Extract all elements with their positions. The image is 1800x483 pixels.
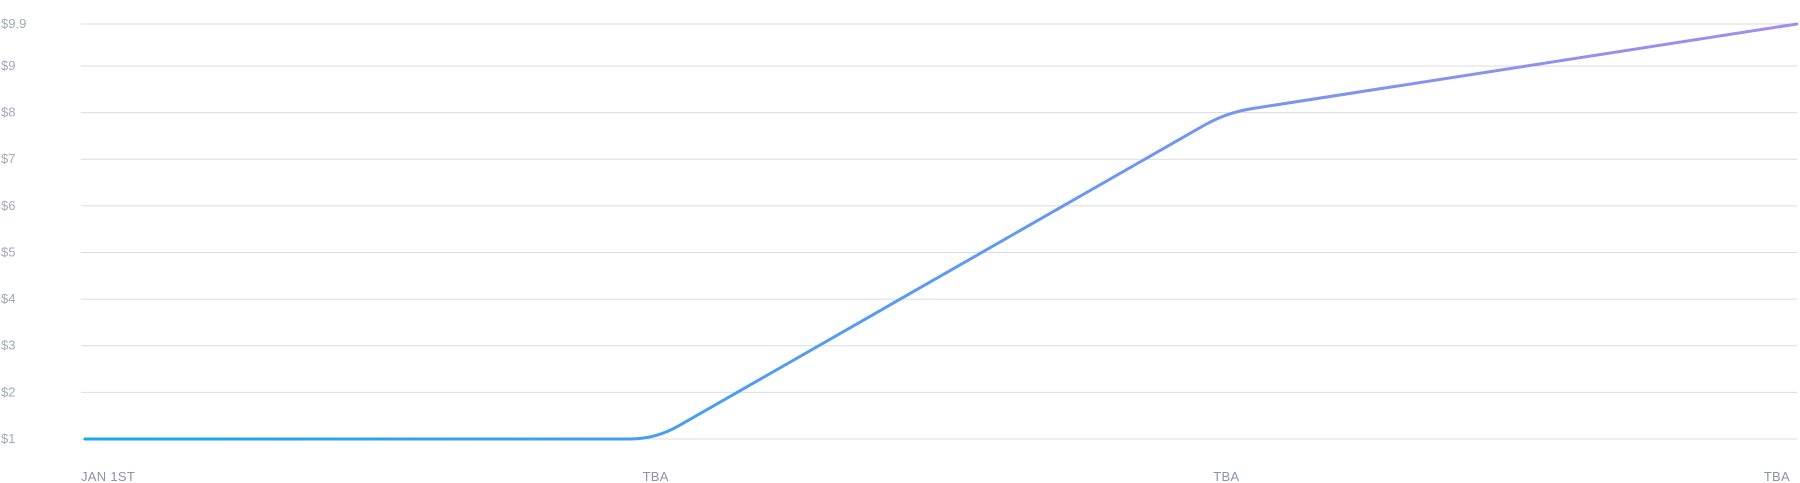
y-tick-label: $8 [1,105,15,120]
x-tick-label: TBA [643,469,669,483]
y-tick-label: $3 [1,338,15,353]
y-tick-label: $9 [1,58,15,73]
y-axis-tick-labels: $1 $2 $3 $4 $5 $6 $7 $8 $9 $9.9 [1,16,26,446]
y-tick-label: $6 [1,198,15,213]
y-tick-label: $9.9 [1,16,26,31]
price-series-line [83,22,1799,441]
y-tick-label: $5 [1,244,15,259]
x-tick-label: JAN 1ST [81,469,135,483]
series-group [83,22,1799,441]
x-tick-label: TBA [1213,469,1239,483]
y-tick-label: $4 [1,291,15,306]
y-tick-label: $7 [1,151,15,166]
y-tick-label: $1 [1,431,15,446]
y-tick-label: $2 [1,384,15,399]
gridlines [81,23,1797,440]
x-axis-tick-labels: JAN 1ST TBA TBA TBA [81,469,1790,483]
x-tick-label: TBA [1764,469,1790,483]
